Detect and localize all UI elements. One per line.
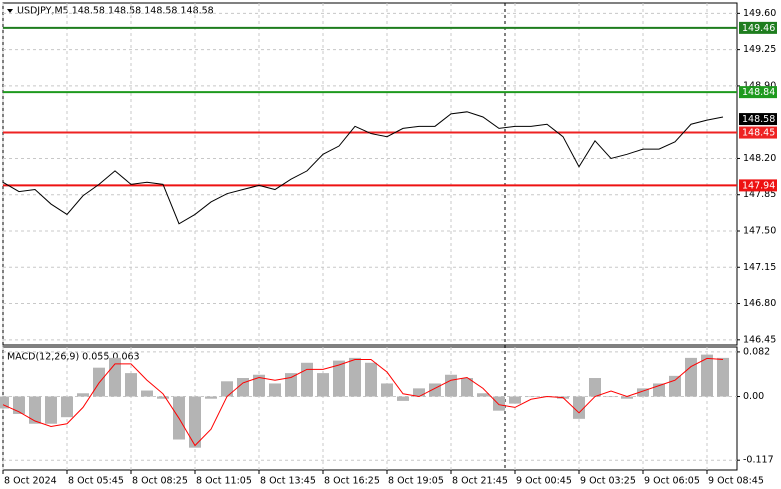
y-tick-label: 0.00 — [743, 391, 764, 402]
macd-bar — [61, 396, 73, 418]
x-tick-label: 8 Oct 13:45 — [260, 476, 316, 487]
macd-bar — [477, 393, 489, 397]
macd-bar — [237, 378, 249, 397]
level-label-box — [739, 126, 777, 139]
macd-bar — [45, 396, 57, 424]
macd-bar — [621, 396, 633, 399]
macd-bar — [365, 362, 377, 397]
macd-bar — [701, 354, 713, 397]
level-label: 149.46 — [742, 23, 775, 34]
macd-bar — [93, 367, 105, 397]
y-tick-label: 146.80 — [743, 298, 776, 309]
macd-bar — [637, 388, 649, 397]
x-tick-label: 8 Oct 11:05 — [196, 476, 252, 487]
macd-bar — [589, 378, 601, 397]
x-tick-label: 8 Oct 19:05 — [388, 476, 444, 487]
macd-bar — [269, 383, 281, 397]
level-label: 147.94 — [742, 180, 775, 191]
y-tick-label: 147.15 — [743, 262, 776, 273]
macd-bar — [317, 373, 329, 397]
macd-bar — [29, 396, 41, 424]
last-price-label: 148.58 — [742, 114, 775, 125]
x-tick-label: 9 Oct 00:45 — [516, 476, 572, 487]
macd-bar — [221, 381, 233, 397]
macd-bar — [445, 374, 457, 397]
x-tick-label: 8 Oct 08:25 — [132, 476, 188, 487]
macd-bar — [77, 393, 89, 397]
macd-bar — [141, 390, 153, 397]
x-tick-label: 8 Oct 21:45 — [452, 476, 508, 487]
macd-bar — [0, 396, 9, 409]
level-label: 148.84 — [742, 87, 775, 98]
y-tick-label: 146.45 — [743, 334, 776, 345]
macd-bar — [573, 396, 585, 419]
x-tick-label: 8 Oct 16:25 — [324, 476, 380, 487]
macd-bar — [669, 375, 681, 397]
last-price-box — [739, 113, 777, 126]
macd-bar — [397, 396, 409, 401]
macd-bar — [157, 396, 169, 399]
macd-bar — [333, 360, 345, 397]
macd-bar — [413, 388, 425, 397]
price-panel — [2, 2, 738, 346]
y-tick-label: 148.20 — [743, 153, 776, 164]
x-tick-label: 9 Oct 06:05 — [644, 476, 700, 487]
y-tick-label: 149.25 — [743, 44, 776, 55]
macd-bar — [493, 396, 505, 411]
macd-bar — [301, 362, 313, 397]
y-tick-label: 148.90 — [743, 80, 776, 91]
macd-title: MACD(12,26,9) 0.055 0.063 — [7, 352, 140, 363]
y-tick-label: -0.117 — [743, 455, 774, 466]
macd-bar — [461, 378, 473, 397]
macd-bar — [13, 396, 25, 414]
y-tick-label: 147.85 — [743, 189, 776, 200]
level-label-box — [739, 179, 777, 192]
macd-bar — [685, 357, 697, 397]
macd-bar — [205, 396, 217, 399]
chart-title: USDJPY,M5 148.58 148.58 148.58 148.58 — [17, 6, 214, 17]
y-tick-label: 149.60 — [743, 8, 776, 19]
x-tick-label: 9 Oct 08:45 — [708, 476, 764, 487]
macd-bar — [509, 396, 521, 404]
macd-bar — [525, 396, 537, 398]
y-tick-label: 0.082 — [743, 346, 770, 357]
macd-bar — [285, 373, 297, 397]
price-line — [2, 111, 724, 225]
macd-bar — [253, 374, 265, 397]
level-label-box — [739, 86, 777, 99]
x-tick-label: 9 Oct 03:25 — [580, 476, 636, 487]
level-label: 148.45 — [742, 128, 775, 139]
y-tick-label: 147.50 — [743, 226, 776, 237]
macd-bar — [349, 357, 361, 397]
menu-arrow[interactable] — [7, 9, 13, 13]
macd-bar — [717, 357, 729, 397]
x-tick-label: 8 Oct 2024 — [4, 476, 57, 487]
x-tick-label: 8 Oct 05:45 — [68, 476, 124, 487]
macd-bar — [125, 373, 137, 397]
macd-bar — [605, 396, 617, 398]
macd-bar — [381, 383, 393, 397]
level-label-box — [739, 21, 777, 34]
signal-line — [2, 357, 724, 447]
macd-bar — [189, 396, 201, 448]
